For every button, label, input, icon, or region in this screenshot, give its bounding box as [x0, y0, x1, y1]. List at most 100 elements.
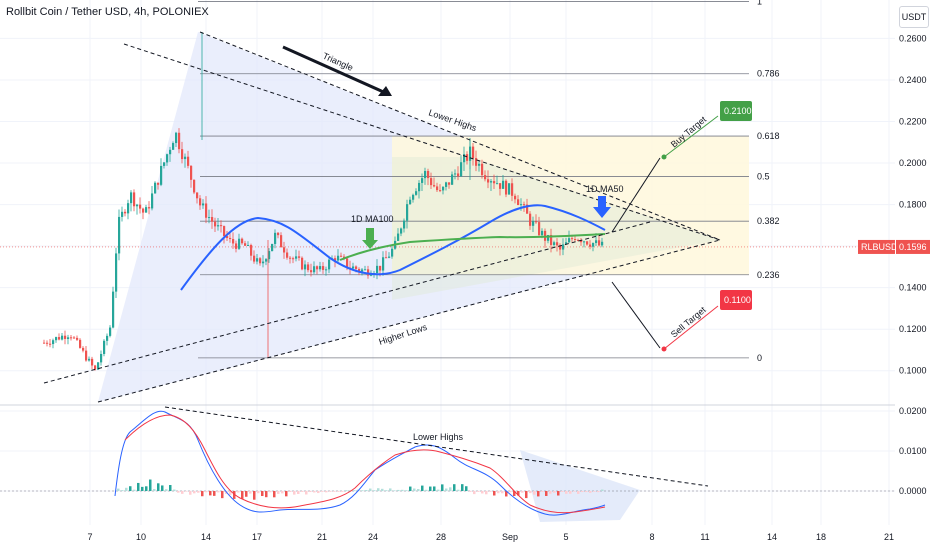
candle-body [199, 198, 202, 206]
candle-body [184, 156, 187, 160]
fib-label: 0 [757, 353, 762, 363]
candle-body [517, 199, 520, 205]
y-tick-label: 0.2200 [899, 117, 927, 127]
fib-label: 1 [757, 0, 762, 6]
y-tick-label: 0.1000 [899, 366, 927, 376]
candle-body [250, 244, 253, 256]
macd-hist-bar [401, 489, 404, 491]
candle-body [298, 256, 301, 258]
candle-body [118, 216, 121, 254]
candle-body [436, 186, 439, 191]
macd-hist-bar [233, 491, 236, 499]
macd-hist-bar [597, 491, 600, 493]
candle-body [163, 162, 166, 166]
symbol-badge-label: RLBUSDT [861, 242, 904, 252]
candle-body [463, 154, 466, 163]
candle-body [550, 234, 553, 245]
macd-hist-bar [477, 491, 480, 492]
candle-body [442, 186, 445, 191]
macd-hist-bar [313, 491, 316, 493]
candle-body [292, 258, 295, 260]
candle-body [259, 258, 262, 264]
macd-hist-bar [141, 486, 144, 491]
candle-body [208, 217, 211, 219]
symbol-badge [858, 239, 895, 254]
x-tick-label: 14 [767, 532, 777, 542]
macd-lower-highs-label: Lower Highs [413, 432, 464, 442]
candle-body [205, 203, 208, 218]
candle-body [478, 163, 481, 166]
macd-hist-bar [349, 490, 352, 491]
candle-body [82, 347, 85, 351]
candle-body [475, 158, 478, 166]
candle-body [94, 365, 97, 370]
y-tick-label: 0.2600 [899, 33, 927, 43]
y-tick-label: 0.1400 [899, 283, 927, 293]
lower-trendline [97, 239, 721, 403]
buy-target-badge [720, 101, 752, 121]
candle-body [253, 255, 256, 262]
candle-body [202, 203, 205, 206]
macd-hist-bar [377, 488, 380, 491]
macd-hist-bar [369, 488, 372, 491]
candle-body [43, 342, 46, 344]
candle-body [268, 251, 271, 260]
macd-hist-bar [553, 491, 556, 493]
ma100-arrow [362, 228, 378, 249]
candle-body [100, 353, 103, 363]
macd-hist-bar [437, 489, 440, 491]
candle-body [583, 241, 586, 243]
candle-body [520, 204, 523, 206]
macd-hist-bar [457, 489, 460, 491]
currency-button[interactable]: USDT [899, 6, 929, 28]
macd-hist-bar [373, 490, 376, 491]
candle-body [91, 358, 94, 366]
candle-body [235, 243, 238, 249]
x-tick-label: 11 [700, 532, 709, 542]
macd-hist-bar [389, 488, 392, 491]
candle-body [160, 165, 163, 185]
upper-trendline-2 [199, 31, 721, 241]
candle-body [166, 154, 169, 163]
macd-hist-bar [545, 491, 548, 496]
candle-body [577, 239, 580, 241]
candle-body [484, 175, 487, 180]
macd-hist-bar [429, 486, 432, 491]
buy-target-line [663, 115, 719, 158]
candle-body [571, 238, 574, 240]
candle-body [145, 207, 148, 213]
candle-body [460, 162, 463, 177]
macd-hist-bar [221, 491, 224, 499]
candle-body [451, 174, 454, 185]
candle-body [526, 204, 529, 214]
candle-body [445, 182, 448, 187]
macd-hist-bar [493, 491, 496, 496]
macd-hist-bar [505, 491, 508, 497]
candle-body [175, 132, 178, 144]
macd-hist-bar [337, 491, 340, 492]
macd-hist-bar [253, 491, 256, 500]
candle-body [88, 358, 91, 361]
macd-hist-bar [317, 491, 320, 494]
candle-body [409, 199, 412, 205]
candle-body [238, 238, 241, 249]
sell-target-dot [661, 346, 667, 352]
triangle-label: Triangle [321, 51, 354, 73]
macd-hist-bar [481, 491, 484, 494]
ma50-line [180, 204, 606, 291]
macd-hist-bar [277, 491, 280, 494]
macd-hist-bar [181, 491, 184, 494]
candle-body [547, 234, 550, 241]
candle-body [133, 192, 136, 207]
x-tick-label: 8 [649, 532, 654, 542]
candle-body [427, 170, 430, 179]
candle-body [412, 194, 415, 200]
macd-hist-bar [497, 491, 500, 494]
macd-hist-bar [273, 491, 276, 498]
x-tick-label: 7 [87, 532, 92, 542]
macd-hist-bar [385, 490, 388, 491]
candle-body [433, 185, 436, 187]
candle-body [289, 257, 292, 259]
candle-body [196, 192, 199, 199]
macd-hist-bar [325, 491, 328, 493]
